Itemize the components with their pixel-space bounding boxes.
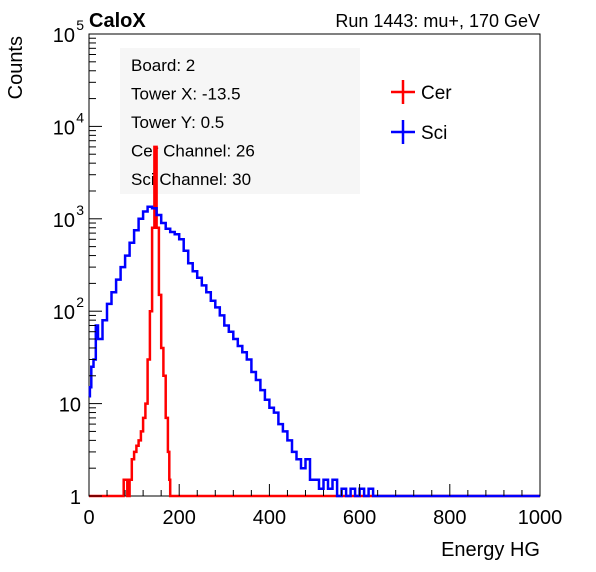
series-cer-line xyxy=(89,145,540,498)
y-axis-title: Counts xyxy=(5,36,27,99)
info-line: Sci Channel: 30 xyxy=(131,170,251,189)
y-tick-label: 10 xyxy=(53,25,75,47)
series-sci-line xyxy=(88,205,540,498)
x-tick-label: 400 xyxy=(253,507,286,529)
y-tick-label: 10 xyxy=(53,117,75,139)
header-left: CaloX xyxy=(89,10,146,32)
y-tick-label: 1 xyxy=(70,487,81,509)
legend: Cer Sci xyxy=(391,80,452,144)
legend-entry-sci: Sci xyxy=(391,120,447,144)
header-right: Run 1443: mu+, 170 GeV xyxy=(335,11,540,31)
legend-label: Cer xyxy=(421,83,452,104)
legend-label: Sci xyxy=(421,123,447,144)
info-line: Cer Channel: 26 xyxy=(131,142,255,161)
info-box-lines: Board: 2 Tower X: -13.5 Tower Y: 0.5 Cer Ch… xyxy=(131,56,255,189)
y-tick-label: 10 xyxy=(53,302,75,324)
y-tick-exponent: 3 xyxy=(76,202,84,218)
y-tick-label: 10 xyxy=(59,395,81,417)
x-tick-label: 200 xyxy=(163,507,196,529)
x-tick-label: 1000 xyxy=(518,507,563,529)
y-tick-exponent: 4 xyxy=(76,109,84,125)
info-line: Board: 2 xyxy=(131,56,195,75)
y-tick-exponent: 2 xyxy=(76,294,84,310)
x-axis-title: Energy HG xyxy=(441,539,540,561)
series-layer xyxy=(88,145,540,498)
legend-entry-cer: Cer xyxy=(391,80,452,104)
y-tick-label: 10 xyxy=(53,210,75,232)
x-tick-label: 600 xyxy=(343,507,376,529)
x-tick-label: 0 xyxy=(83,507,94,529)
y-tick-exponent: 5 xyxy=(76,17,84,33)
info-box xyxy=(120,48,360,194)
info-line: Tower X: -13.5 xyxy=(131,85,241,104)
info-line: Tower Y: 0.5 xyxy=(131,113,224,132)
x-tick-label: 800 xyxy=(433,507,466,529)
